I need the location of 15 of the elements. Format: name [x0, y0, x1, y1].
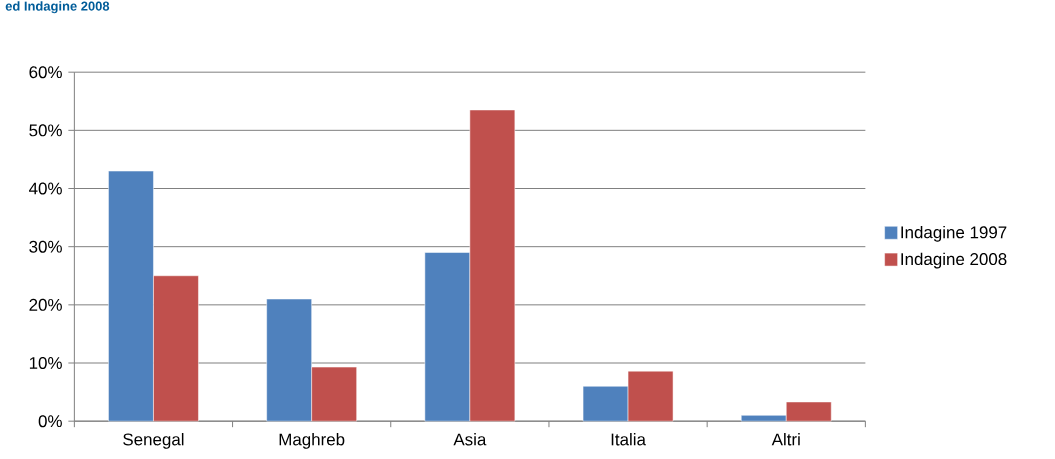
- y-tick-label: 50%: [29, 124, 62, 137]
- x-tick-label: Senegal: [123, 433, 184, 449]
- y-tick-label: 10%: [29, 357, 62, 370]
- chart-title: ed Indagine 2008: [5, 1, 110, 14]
- x-tick-label: Altri: [771, 433, 800, 446]
- x-tick-label: Italia: [611, 433, 646, 446]
- y-tick-label: 30%: [29, 240, 62, 253]
- legend-label: Indagine 2008: [901, 252, 1007, 269]
- x-tick-label: Asia: [453, 433, 487, 446]
- y-tick-label: 20%: [29, 298, 62, 311]
- legend-label: Indagine 1997: [901, 225, 1007, 242]
- y-tick-label: 40%: [29, 182, 62, 195]
- x-tick-label: Maghreb: [279, 433, 345, 449]
- y-tick-label: 60%: [29, 66, 62, 79]
- y-tick-label: 0%: [38, 415, 62, 428]
